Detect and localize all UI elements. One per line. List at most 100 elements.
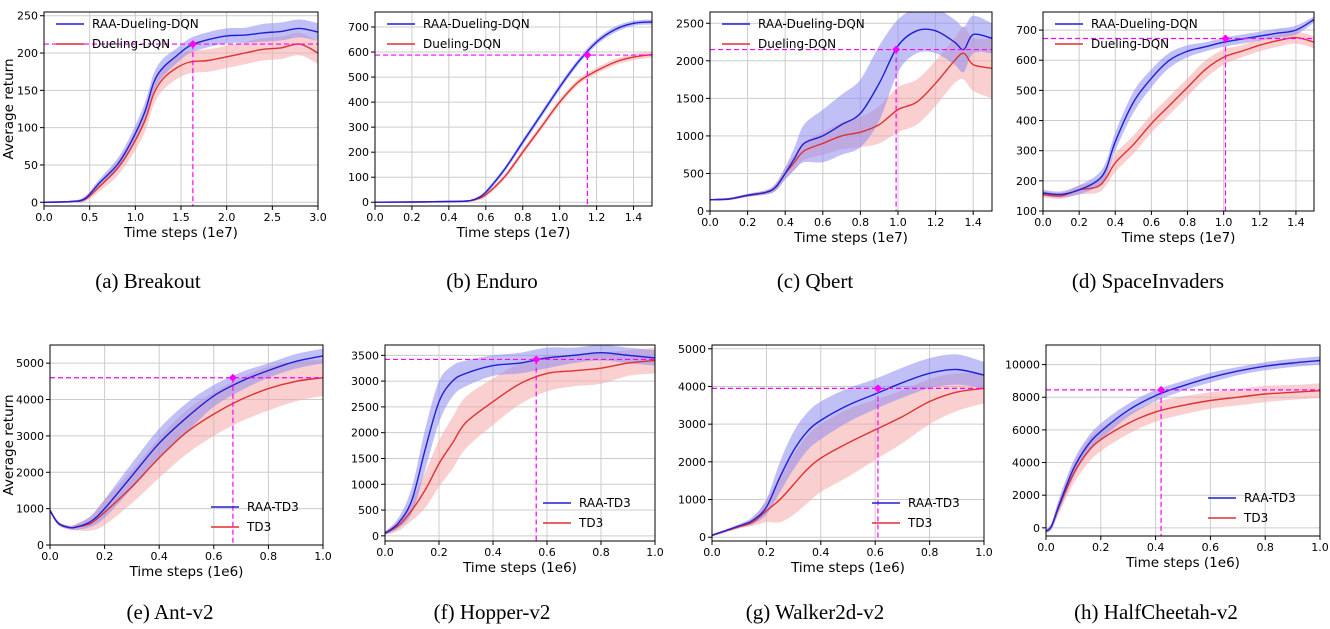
x-tick-label: 1.0 <box>127 211 145 224</box>
y-tick-label: 3000 <box>351 375 379 388</box>
y-tick-label: 4000 <box>16 394 44 407</box>
legend-label: RAA-Dueling-DQN <box>92 17 199 31</box>
x-tick-label: 0.6 <box>814 216 832 229</box>
crossing-marker <box>583 51 592 60</box>
y-tick-label: 300 <box>1016 145 1037 158</box>
x-tick-label: 0.2 <box>739 216 757 229</box>
baseline-series-line <box>712 387 984 536</box>
legend-label: TD3 <box>907 516 932 530</box>
x-tick-label: 0.6 <box>477 211 495 224</box>
plot-area <box>1046 356 1320 533</box>
axes-frame <box>374 11 653 207</box>
x-tick-label: 0.2 <box>96 550 114 563</box>
legend-label: RAA-Dueling-DQN <box>1091 17 1198 31</box>
x-tick-label: 0.2 <box>758 546 776 559</box>
y-tick-label: 1000 <box>351 478 379 491</box>
x-tick-label: 2.5 <box>264 211 282 224</box>
crossing-marker <box>873 384 882 393</box>
plot-area <box>375 19 652 203</box>
x-tick-label: 0.0 <box>35 211 53 224</box>
x-tick-label: 0.8 <box>852 216 870 229</box>
baseline-confidence-band <box>385 347 655 535</box>
subfigure-caption: (e) Ant-v2 <box>127 600 214 624</box>
y-tick-label: 700 <box>348 21 369 34</box>
baseline-series-line <box>1043 36 1314 197</box>
raa-series-line <box>50 355 323 529</box>
y-tick-label: 3500 <box>351 349 379 362</box>
chart-panel-2: 0.0 0.2 0.4 0.6 0.8 1.0 1.2 1.4 0 100 200 300 400 500… <box>348 11 653 293</box>
y-tick-label: 300 <box>348 121 369 134</box>
x-tick-label: 3.0 <box>309 211 327 224</box>
y-tick-label: 50 <box>24 159 38 172</box>
x-tick-label: 0.2 <box>1070 216 1088 229</box>
subfigure-caption: (d) SpaceInvaders <box>1072 269 1224 293</box>
legend: RAA-Dueling-DQN Dueling-DQN <box>56 17 199 51</box>
legend-label: Dueling-DQN <box>1091 37 1169 51</box>
x-axis-label: Time steps (1e7) <box>456 225 571 241</box>
x-tick-label: 0.4 <box>1147 541 1165 554</box>
plot-area <box>44 19 318 203</box>
axes-frame <box>384 344 656 542</box>
raa-confidence-band <box>712 354 984 537</box>
y-tick-label: 600 <box>1016 54 1037 67</box>
subfigure-caption: (f) Hopper-v2 <box>434 600 551 624</box>
x-tick-label: 1.0 <box>314 550 332 563</box>
crossing-marker <box>1157 385 1166 394</box>
raa-confidence-band <box>50 348 323 531</box>
y-tick-label: 100 <box>348 171 369 184</box>
legend: RAA-TD3 TD3 <box>211 500 299 534</box>
y-tick-label: 500 <box>358 504 379 517</box>
y-tick-label: 0 <box>362 196 369 209</box>
y-tick-label: 1500 <box>351 452 379 465</box>
chart-panel-7: 0.0 0.2 0.4 0.6 0.8 1.0 0 1000 2000 3000 4000 5000 T… <box>678 343 993 624</box>
y-tick-label: 5000 <box>678 343 706 356</box>
y-tick-label: 250 <box>17 10 38 23</box>
plot-area <box>1043 16 1314 199</box>
x-tick-label: 1.5 <box>172 211 190 224</box>
x-tick-label: 0.2 <box>403 211 421 224</box>
axes-frame <box>43 11 319 207</box>
raa-confidence-band <box>710 12 992 201</box>
y-tick-label: 400 <box>1016 115 1037 128</box>
y-tick-label: 3000 <box>678 418 706 431</box>
y-tick-label: 200 <box>1016 175 1037 188</box>
x-tick-label: 1.2 <box>1251 216 1269 229</box>
y-tick-label: 2000 <box>16 466 44 479</box>
y-axis-label: Average return <box>1 58 17 159</box>
y-tick-label: 3000 <box>16 430 44 443</box>
axes-frame <box>711 344 985 542</box>
raa-confidence-band <box>1043 16 1314 198</box>
x-tick-label: 0.0 <box>41 550 59 563</box>
legend-label: RAA-Dueling-DQN <box>423 17 530 31</box>
y-tick-label: 2500 <box>351 401 379 414</box>
x-tick-label: 0.4 <box>812 546 830 559</box>
x-tick-label: 0.0 <box>1034 216 1052 229</box>
baseline-confidence-band <box>712 372 984 537</box>
x-tick-label: 0.8 <box>1256 541 1274 554</box>
subfigure-caption: (c) Qbert <box>777 269 854 293</box>
legend-label: RAA-Dueling-DQN <box>758 17 865 31</box>
x-axis-label: Time steps (1e6) <box>1125 555 1240 571</box>
x-tick-label: 0.8 <box>514 211 532 224</box>
raa-confidence-band <box>375 19 652 203</box>
crossing-marker <box>188 40 197 49</box>
x-tick-label: 1.4 <box>964 216 982 229</box>
legend: RAA-TD3 TD3 <box>1208 491 1296 525</box>
x-axis-label: Time steps (1e7) <box>123 225 238 241</box>
y-tick-label: 5000 <box>16 357 44 370</box>
axes-frame <box>49 344 324 546</box>
x-tick-label: 1.4 <box>625 211 643 224</box>
x-axis-label: Time steps (1e7) <box>793 230 908 246</box>
x-tick-label: 0.8 <box>592 546 610 559</box>
axes-frame <box>709 11 993 212</box>
chart-panel-3: 0.0 0.2 0.4 0.6 0.8 1.0 1.2 1.4 0 500 1000 1500 2000… <box>676 11 993 293</box>
y-tick-label: 0 <box>699 531 706 544</box>
crossing-marker <box>228 373 237 382</box>
raa-series-line <box>1043 18 1314 196</box>
x-tick-label: 0.6 <box>1143 216 1161 229</box>
chart-panel-8: 0.0 0.2 0.4 0.6 0.8 1.0 0 2000 4000 6000 8000 10000… <box>1005 344 1329 624</box>
chart-panel-6: 0.0 0.2 0.4 0.6 0.8 1.0 0 500 1000 1500 2000 2500 30… <box>351 344 664 624</box>
legend-label: Dueling-DQN <box>758 37 836 51</box>
y-tick-label: 200 <box>348 146 369 159</box>
